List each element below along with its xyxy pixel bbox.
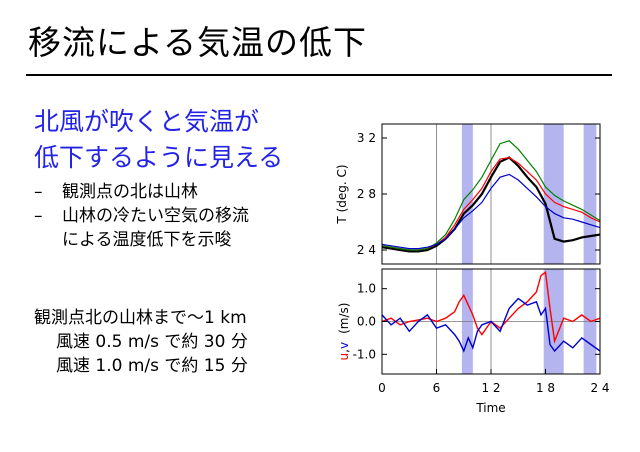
y-axis-label-part: , — [337, 349, 351, 353]
series-line-0 — [381, 156, 601, 253]
shaded-band — [461, 124, 473, 264]
distance-line-1: 風速 0.5 m/s で約 30 分 — [56, 332, 248, 352]
headline: 北風が吹くと気温が 低下するように見える — [34, 104, 283, 176]
shaded-band — [583, 124, 597, 264]
y-axis-label-part: v — [337, 342, 351, 349]
bullet-item: 観測点の北は山林 — [34, 180, 249, 204]
series-line-2 — [381, 140, 601, 251]
temperature-panel: 2 4 2 8 3 2 T (deg. C) — [335, 123, 601, 265]
x-tick-label: 1 2 — [481, 381, 500, 395]
y-axis-unit: (m/s) — [337, 303, 351, 334]
distance-heading: 観測点北の山林まで〜1 km — [34, 308, 247, 328]
series-line-0 — [381, 271, 601, 344]
headline-line-1: 北風が吹くと気温が — [34, 107, 260, 136]
bullet-item-continuation: による温度低下を示唆 — [62, 230, 232, 250]
headline-line-2: 低下するように見える — [34, 143, 284, 172]
x-tick-label: 1 8 — [536, 381, 555, 395]
y-tick-label: 0.0 — [357, 315, 376, 329]
x-tick-label: 0 — [378, 381, 386, 395]
y-tick-label: 3 2 — [357, 131, 376, 145]
observation-figure: 2 4 2 8 3 2 T (deg. C) -1.0 0.0 1.0 u,v (m/s) 0 6… — [335, 123, 610, 415]
y-axis-label: u,v (m/s) — [337, 303, 351, 361]
series-line-1 — [381, 297, 601, 353]
slide-title: 移流による気温の低下 — [28, 23, 368, 62]
x-axis-label: Time — [475, 401, 505, 415]
wind-panel: -1.0 0.0 1.0 u,v (m/s) 0 6 1 2 1 8 2 4 Time — [337, 268, 610, 415]
y-tick-label: 2 8 — [357, 187, 376, 201]
distance-line-2: 風速 1.0 m/s で約 15 分 — [56, 356, 248, 376]
title-divider — [26, 74, 612, 76]
y-tick-label: 1.0 — [357, 282, 376, 296]
y-axis-label: T (deg. C) — [335, 164, 349, 224]
y-tick-label: 2 4 — [357, 243, 376, 257]
x-tick-label: 2 4 — [590, 381, 609, 395]
y-axis-label-part: u — [337, 353, 351, 361]
series-line-3 — [381, 173, 601, 250]
bullet-item-text: 山林の冷たい空気の移流 — [62, 206, 249, 226]
x-tick-label: 6 — [433, 381, 441, 395]
distance-note: 観測点北の山林まで〜1 km 風速 0.5 m/s で約 30 分 風速 1.0… — [34, 306, 248, 378]
y-tick-label: -1.0 — [353, 347, 376, 361]
